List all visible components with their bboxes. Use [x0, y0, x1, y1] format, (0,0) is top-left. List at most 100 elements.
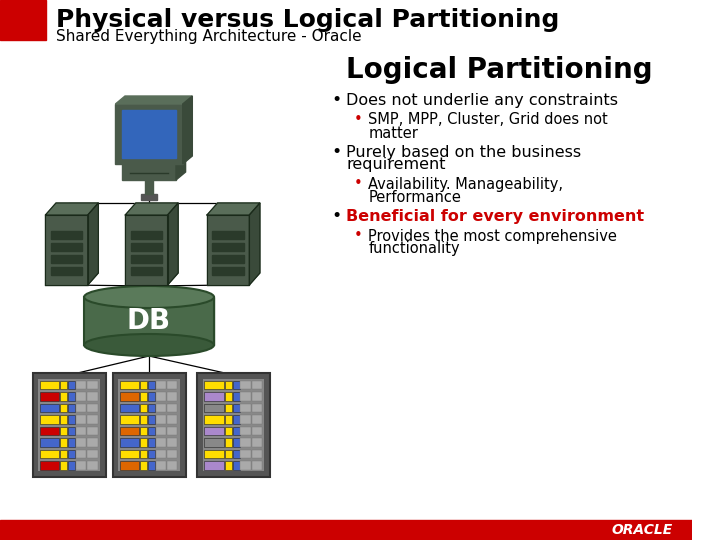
FancyBboxPatch shape	[112, 373, 186, 477]
Bar	[252, 438, 262, 447]
Polygon shape	[122, 156, 186, 164]
Polygon shape	[125, 203, 178, 215]
FancyBboxPatch shape	[197, 373, 270, 477]
Bar	[68, 449, 75, 458]
Bar	[148, 415, 155, 423]
Bar	[140, 438, 147, 447]
Bar	[40, 392, 59, 401]
Polygon shape	[130, 267, 162, 274]
Text: Availability. Manageability,: Availability. Manageability,	[369, 177, 563, 192]
Text: DB: DB	[127, 307, 171, 335]
Bar	[156, 415, 166, 423]
Bar	[140, 449, 147, 458]
Bar	[156, 461, 166, 469]
Polygon shape	[141, 194, 157, 200]
Polygon shape	[122, 164, 176, 180]
Polygon shape	[115, 96, 192, 104]
Bar	[120, 438, 139, 447]
Polygon shape	[45, 215, 88, 285]
Ellipse shape	[84, 286, 214, 308]
Polygon shape	[50, 242, 83, 251]
Bar	[225, 438, 232, 447]
Bar	[148, 381, 155, 389]
Bar	[60, 438, 67, 447]
Bar	[252, 415, 262, 423]
Bar	[60, 461, 67, 469]
Bar	[140, 415, 147, 423]
Bar	[120, 415, 139, 423]
Polygon shape	[212, 254, 244, 262]
Text: requirement: requirement	[346, 158, 446, 172]
Bar	[140, 403, 147, 412]
Polygon shape	[50, 267, 83, 274]
Bar	[252, 403, 262, 412]
Bar	[204, 461, 224, 469]
Bar	[204, 392, 224, 401]
FancyBboxPatch shape	[32, 373, 106, 477]
Bar	[233, 449, 240, 458]
Bar	[120, 461, 139, 469]
Bar	[87, 427, 98, 435]
Bar	[167, 381, 177, 389]
Bar	[87, 461, 98, 469]
Bar	[148, 403, 155, 412]
Bar	[40, 403, 59, 412]
Bar	[87, 381, 98, 389]
Polygon shape	[130, 231, 162, 239]
Bar	[120, 427, 139, 435]
Bar	[76, 438, 86, 447]
Bar	[167, 449, 177, 458]
Bar	[167, 392, 177, 401]
Text: Beneficial for every environment: Beneficial for every environment	[346, 208, 644, 224]
Bar	[76, 427, 86, 435]
Bar	[240, 392, 251, 401]
Bar	[68, 427, 75, 435]
Polygon shape	[183, 96, 192, 164]
Bar	[60, 415, 67, 423]
Text: Physical versus Logical Partitioning: Physical versus Logical Partitioning	[55, 8, 559, 32]
Bar	[0, 0, 46, 40]
Text: •: •	[354, 112, 363, 127]
Bar	[60, 403, 67, 412]
Text: Does not underlie any constraints: Does not underlie any constraints	[346, 92, 618, 107]
Bar	[68, 438, 75, 447]
Bar	[60, 392, 67, 401]
Bar	[76, 415, 86, 423]
Bar	[203, 379, 264, 471]
Bar	[167, 427, 177, 435]
Polygon shape	[45, 203, 99, 215]
Bar	[148, 392, 155, 401]
Text: Purely based on the business: Purely based on the business	[346, 145, 581, 159]
Bar	[156, 427, 166, 435]
Text: •: •	[332, 143, 342, 161]
Bar	[140, 461, 147, 469]
Polygon shape	[212, 242, 244, 251]
Bar	[252, 461, 262, 469]
Bar	[156, 392, 166, 401]
Bar	[76, 461, 86, 469]
Text: ORACLE: ORACLE	[612, 523, 673, 537]
Bar	[40, 461, 59, 469]
Bar	[225, 415, 232, 423]
Bar	[120, 392, 139, 401]
Text: •: •	[354, 228, 363, 244]
Bar	[87, 449, 98, 458]
Bar	[204, 427, 224, 435]
Text: Performance: Performance	[369, 190, 462, 205]
Text: SMP, MPP, Cluster, Grid does not: SMP, MPP, Cluster, Grid does not	[369, 112, 608, 127]
Text: Shared Everything Architecture - Oracle: Shared Everything Architecture - Oracle	[55, 30, 361, 44]
Polygon shape	[88, 203, 99, 285]
Bar	[204, 381, 224, 389]
Bar	[225, 427, 232, 435]
Bar	[68, 403, 75, 412]
Bar	[225, 392, 232, 401]
Bar	[240, 449, 251, 458]
Text: matter: matter	[369, 125, 418, 140]
Bar	[225, 449, 232, 458]
Bar	[240, 461, 251, 469]
Polygon shape	[130, 254, 162, 262]
Polygon shape	[50, 254, 83, 262]
Bar	[40, 449, 59, 458]
Text: •: •	[354, 177, 363, 192]
Bar	[120, 403, 139, 412]
